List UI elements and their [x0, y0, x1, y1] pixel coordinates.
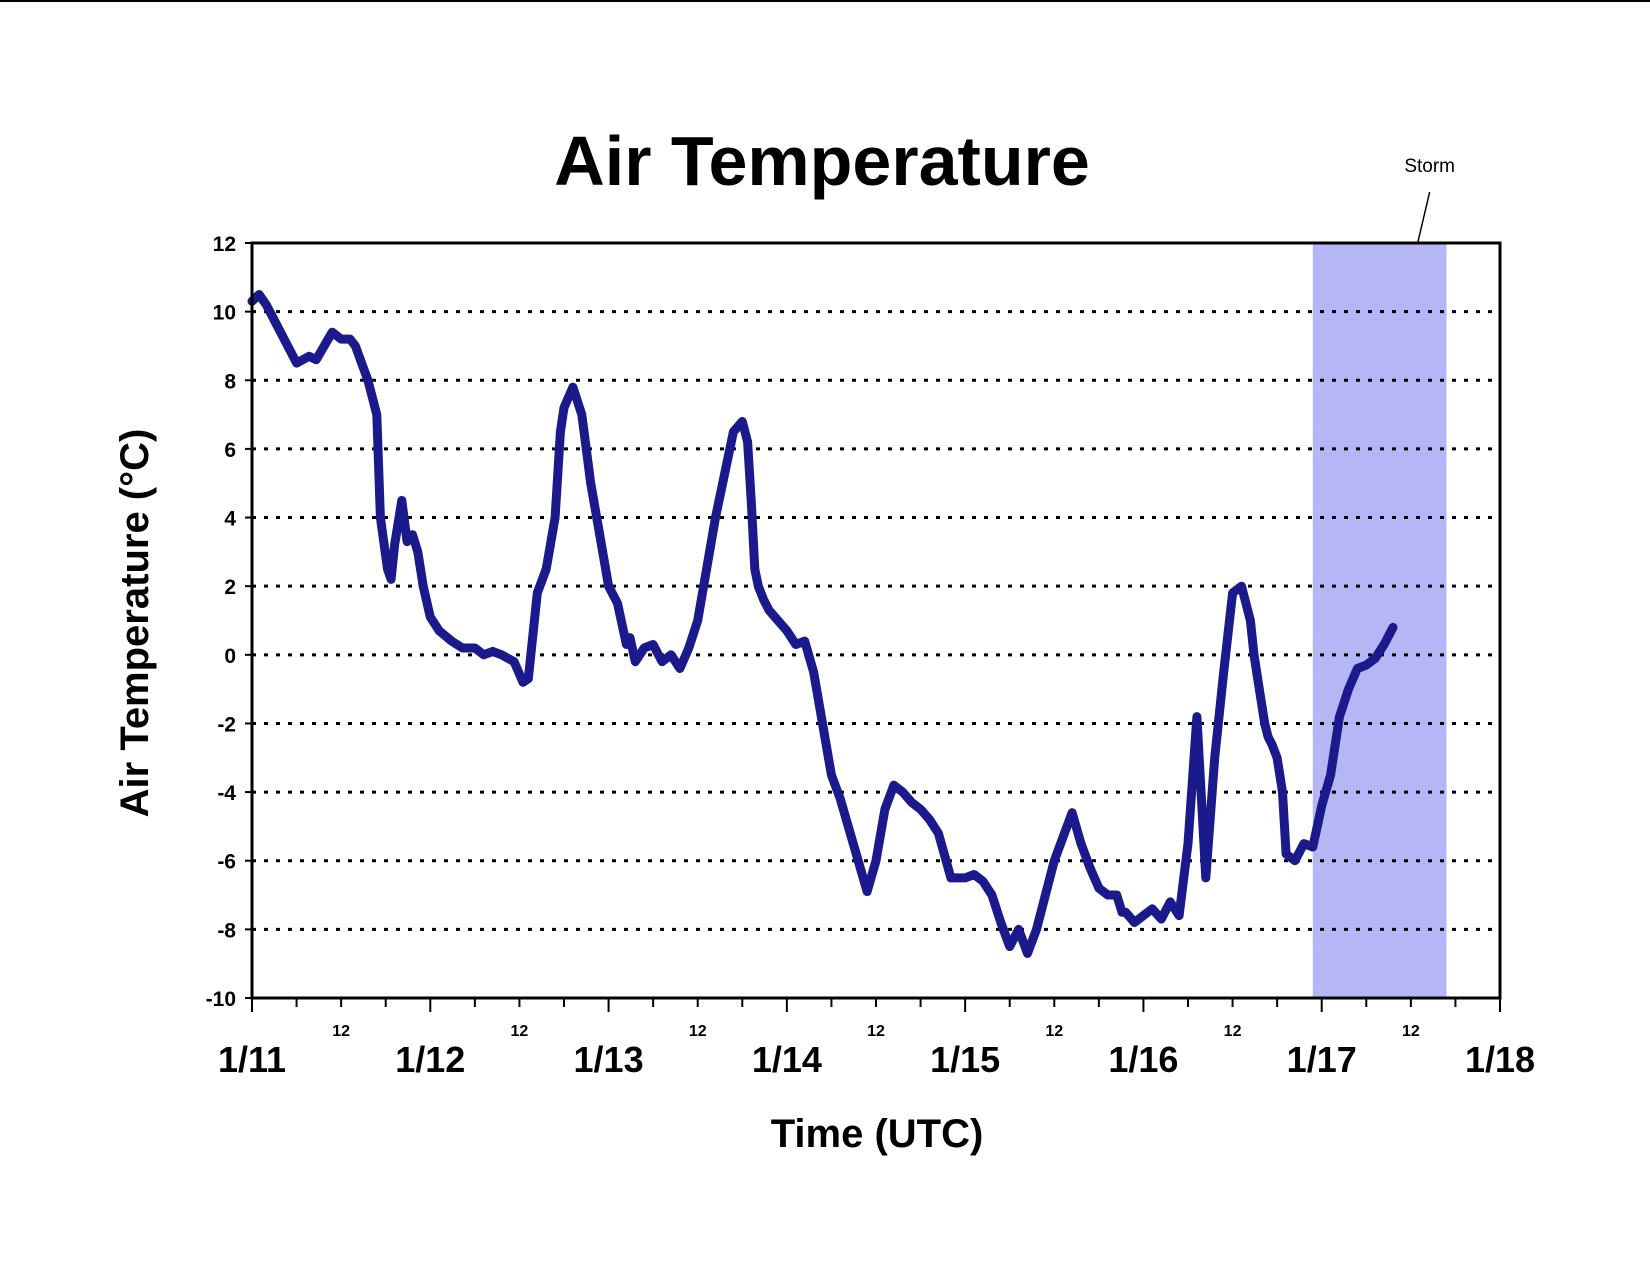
y-tick-label: 4	[224, 508, 236, 531]
x-day-label: 1/16	[1108, 1039, 1178, 1080]
storm-annotation-label: Storm	[1404, 156, 1455, 177]
y-tick-label: -2	[217, 713, 236, 736]
x-midday-label: 12	[1402, 1023, 1420, 1040]
storm-shaded-region	[1312, 243, 1447, 998]
y-tick-label: 8	[224, 370, 236, 393]
x-day-label: 1/12	[395, 1039, 465, 1080]
x-axis-title: Time (UTC)	[771, 1112, 984, 1156]
x-midday-label: 12	[867, 1023, 885, 1040]
x-midday-label: 12	[511, 1023, 529, 1040]
y-tick-label: 6	[224, 439, 236, 462]
y-tick-label: 12	[213, 233, 236, 256]
x-day-label: 1/14	[752, 1039, 822, 1080]
y-tick-label: 0	[224, 645, 236, 668]
storm-annotation-leader	[1416, 191, 1431, 244]
y-axis-title: Air Temperature (°C)	[113, 429, 157, 818]
y-tick-label: 10	[213, 302, 236, 325]
top-border-line	[0, 0, 1650, 2]
x-midday-label: 12	[332, 1023, 350, 1040]
x-midday-label: 12	[1045, 1023, 1063, 1040]
x-midday-label: 12	[1224, 1023, 1242, 1040]
x-day-label: 1/17	[1287, 1039, 1357, 1080]
y-tick-label: -4	[217, 782, 236, 805]
x-midday-label: 12	[689, 1023, 707, 1040]
y-tick-label: -10	[206, 988, 236, 1011]
x-day-label: 1/18	[1465, 1039, 1535, 1080]
temperature-series-line	[247, 290, 1398, 958]
chart-title: Air Temperature	[554, 122, 1090, 200]
x-day-label: 1/13	[574, 1039, 644, 1080]
series-layer	[247, 290, 1398, 958]
storm-layer: Storm	[1312, 156, 1455, 998]
y-tick-label: -8	[217, 919, 236, 942]
x-day-label: 1/15	[930, 1039, 1000, 1080]
x-day-label: 1/11	[218, 1039, 286, 1080]
axis-layer: 12 10 8 6 4 2 0 -2 -4 -6 -8 -10 1/11 12 1/12 12 1/13 12 1/…	[206, 233, 1535, 1080]
y-tick-label: -6	[217, 851, 236, 874]
y-tick-label: 2	[224, 576, 236, 599]
